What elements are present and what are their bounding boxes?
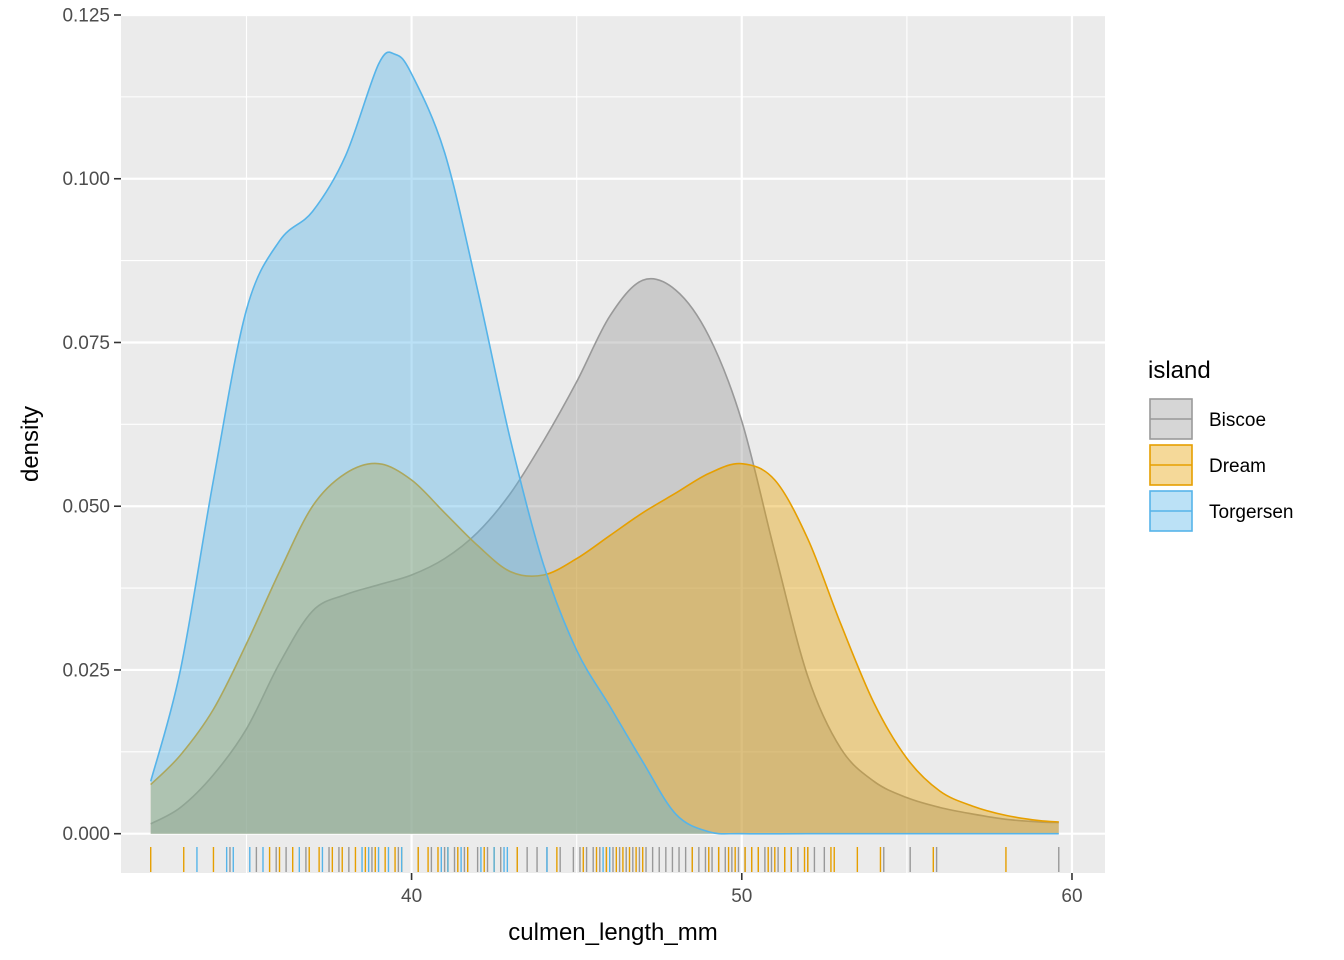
y-tick-label: 0.100 xyxy=(62,169,110,190)
legend-label-dream: Dream xyxy=(1209,456,1266,477)
density-area-dream xyxy=(150,463,1059,834)
plot-panel xyxy=(121,15,1105,873)
density-area-torgersen xyxy=(150,52,1059,834)
x-tick-label: 50 xyxy=(731,886,752,907)
density-line-torgersen xyxy=(149,51,1059,835)
y-tick-label: 0.050 xyxy=(62,497,110,518)
x-tick-label: 60 xyxy=(1061,886,1082,907)
density-areas xyxy=(149,51,1059,835)
legend-item-biscoe: Biscoe xyxy=(1149,398,1266,440)
x-tick-label: 40 xyxy=(401,886,422,907)
minor-gridlines xyxy=(121,15,1105,873)
density-line-dream xyxy=(150,462,1059,823)
legend: island Biscoe Dream Torgersen xyxy=(1148,357,1294,532)
y-tick-label: 0.000 xyxy=(62,824,110,845)
legend-label-biscoe: Biscoe xyxy=(1209,410,1266,431)
x-axis-title: culmen_length_mm xyxy=(508,919,717,946)
x-axis: 40 50 60 xyxy=(401,873,1083,907)
density-area-biscoe xyxy=(150,278,1059,834)
legend-item-dream: Dream xyxy=(1149,444,1266,486)
legend-title: island xyxy=(1148,357,1211,384)
y-axis: 0.000 0.025 0.050 0.075 0.100 0.125 xyxy=(62,6,121,845)
legend-label-torgersen: Torgersen xyxy=(1209,502,1294,523)
y-tick-label: 0.025 xyxy=(62,660,110,681)
y-tick-label: 0.075 xyxy=(62,333,110,354)
y-tick-label: 0.125 xyxy=(62,6,110,27)
y-axis-title: density xyxy=(17,406,44,482)
legend-item-torgersen: Torgersen xyxy=(1149,490,1294,532)
rug-marks xyxy=(150,847,1060,872)
density-line-biscoe xyxy=(150,277,1059,825)
